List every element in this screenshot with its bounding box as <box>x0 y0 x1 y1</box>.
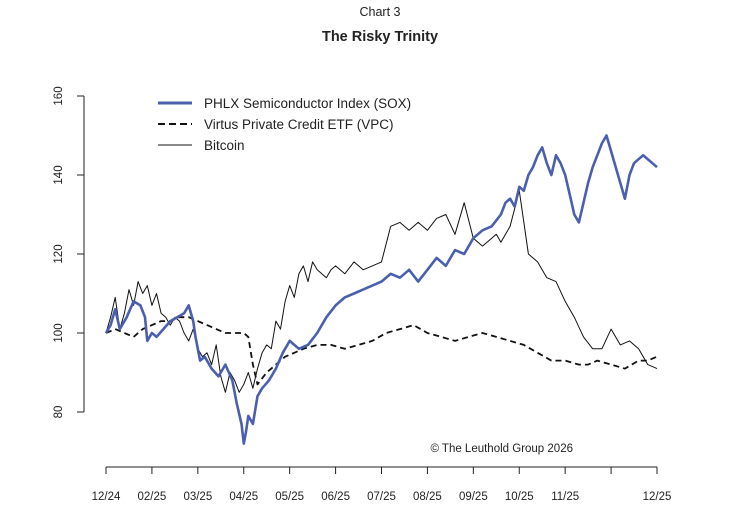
y-tick-label: 80 <box>53 406 65 419</box>
x-tick-label: 12/25 <box>643 491 672 503</box>
x-tick-label: 12/24 <box>92 491 121 503</box>
legend-label-vpc: Virtus Private Credit ETF (VPC) <box>204 117 394 132</box>
x-tick-label: 03/25 <box>183 491 212 503</box>
x-tick-label: 07/25 <box>367 491 396 503</box>
legend-label-sox: PHLX Semiconductor Index (SOX) <box>204 96 411 111</box>
x-tick-label: 02/25 <box>138 491 167 503</box>
legend-label-bitcoin: Bitcoin <box>204 138 245 153</box>
x-tick-label: 11/25 <box>551 491 579 503</box>
series-line-bitcoin <box>105 190 658 393</box>
y-axis: 80 100 120 140 160 <box>53 86 85 419</box>
series-line-vpc <box>105 316 658 386</box>
plot-area <box>104 134 658 445</box>
chart-subtitle: Chart 3 <box>360 5 401 19</box>
x-tick-label: 04/25 <box>229 491 258 503</box>
legend: PHLX Semiconductor Index (SOX) Virtus Pr… <box>158 96 411 153</box>
y-tick-label: 160 <box>53 86 65 105</box>
y-tick-label: 120 <box>53 244 65 263</box>
x-tick-label: 06/25 <box>321 491 350 503</box>
x-tick-label: 09/25 <box>459 491 488 503</box>
x-tick-label: 05/25 <box>275 491 304 503</box>
chart-title: The Risky Trinity <box>322 29 438 45</box>
y-tick-label: 140 <box>53 165 65 184</box>
series-line-sox <box>104 134 658 445</box>
x-axis: 12/24 02/25 03/25 04/25 05/25 06/25 07/25 08/25… <box>92 466 672 503</box>
x-tick-label: 10/25 <box>505 491 534 503</box>
x-tick-label: 08/25 <box>413 491 442 503</box>
copyright-text: © The Leuthold Group 2026 <box>430 443 573 455</box>
y-tick-label: 100 <box>53 323 65 342</box>
